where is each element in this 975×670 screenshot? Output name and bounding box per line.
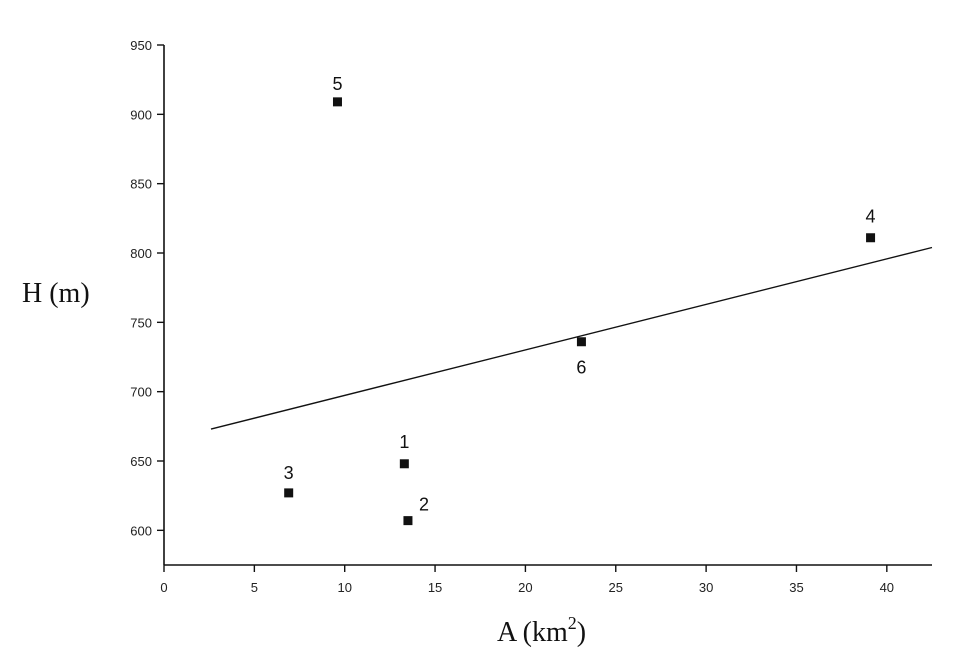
data-point-marker <box>399 459 409 469</box>
trend-line <box>210 246 933 430</box>
x-tick-label: 20 <box>518 580 532 595</box>
y-tick-label: 750 <box>130 315 152 330</box>
data-point-marker <box>332 97 342 107</box>
data-point-label: 5 <box>332 74 342 94</box>
data-point-marker <box>403 516 413 526</box>
data-point-label: 6 <box>576 358 586 378</box>
data-point-marker <box>576 337 586 347</box>
x-tick-label: 5 <box>251 580 258 595</box>
y-axis-title: H (m) <box>22 278 90 309</box>
y-tick-label: 900 <box>130 107 152 122</box>
x-axis: 0 5 10 15 20 25 30 35 40 <box>160 564 932 595</box>
y-tick-label: 800 <box>130 246 152 261</box>
data-point-marker <box>866 233 876 243</box>
x-axis-title-main: A (km <box>497 617 568 648</box>
data-point-label: 3 <box>284 463 294 483</box>
y-tick-label: 950 <box>130 38 152 53</box>
trend-line-group <box>210 246 933 430</box>
data-point-label: 2 <box>419 495 429 515</box>
data-point-label: 1 <box>399 432 409 452</box>
y-tick-label: 600 <box>130 523 152 538</box>
x-tick-label: 30 <box>699 580 713 595</box>
data-points: 1 2 3 4 5 6 <box>284 74 876 526</box>
y-tick-label: 700 <box>130 385 152 400</box>
x-tick-label: 15 <box>428 580 442 595</box>
x-tick-label: 0 <box>160 580 167 595</box>
x-tick-label: 25 <box>609 580 623 595</box>
data-point-marker <box>284 488 294 498</box>
x-axis-title-superscript: 2 <box>568 613 577 633</box>
x-axis-title: A (km2) <box>497 613 586 648</box>
data-point-label: 4 <box>866 207 876 227</box>
x-tick-label: 40 <box>880 580 894 595</box>
y-tick-label: 650 <box>130 454 152 469</box>
x-tick-label: 10 <box>337 580 351 595</box>
y-tick-label: 850 <box>130 177 152 192</box>
y-axis: 600 650 700 750 800 850 900 950 <box>130 38 165 565</box>
x-tick-label: 35 <box>789 580 803 595</box>
x-axis-title-close: ) <box>577 617 586 648</box>
